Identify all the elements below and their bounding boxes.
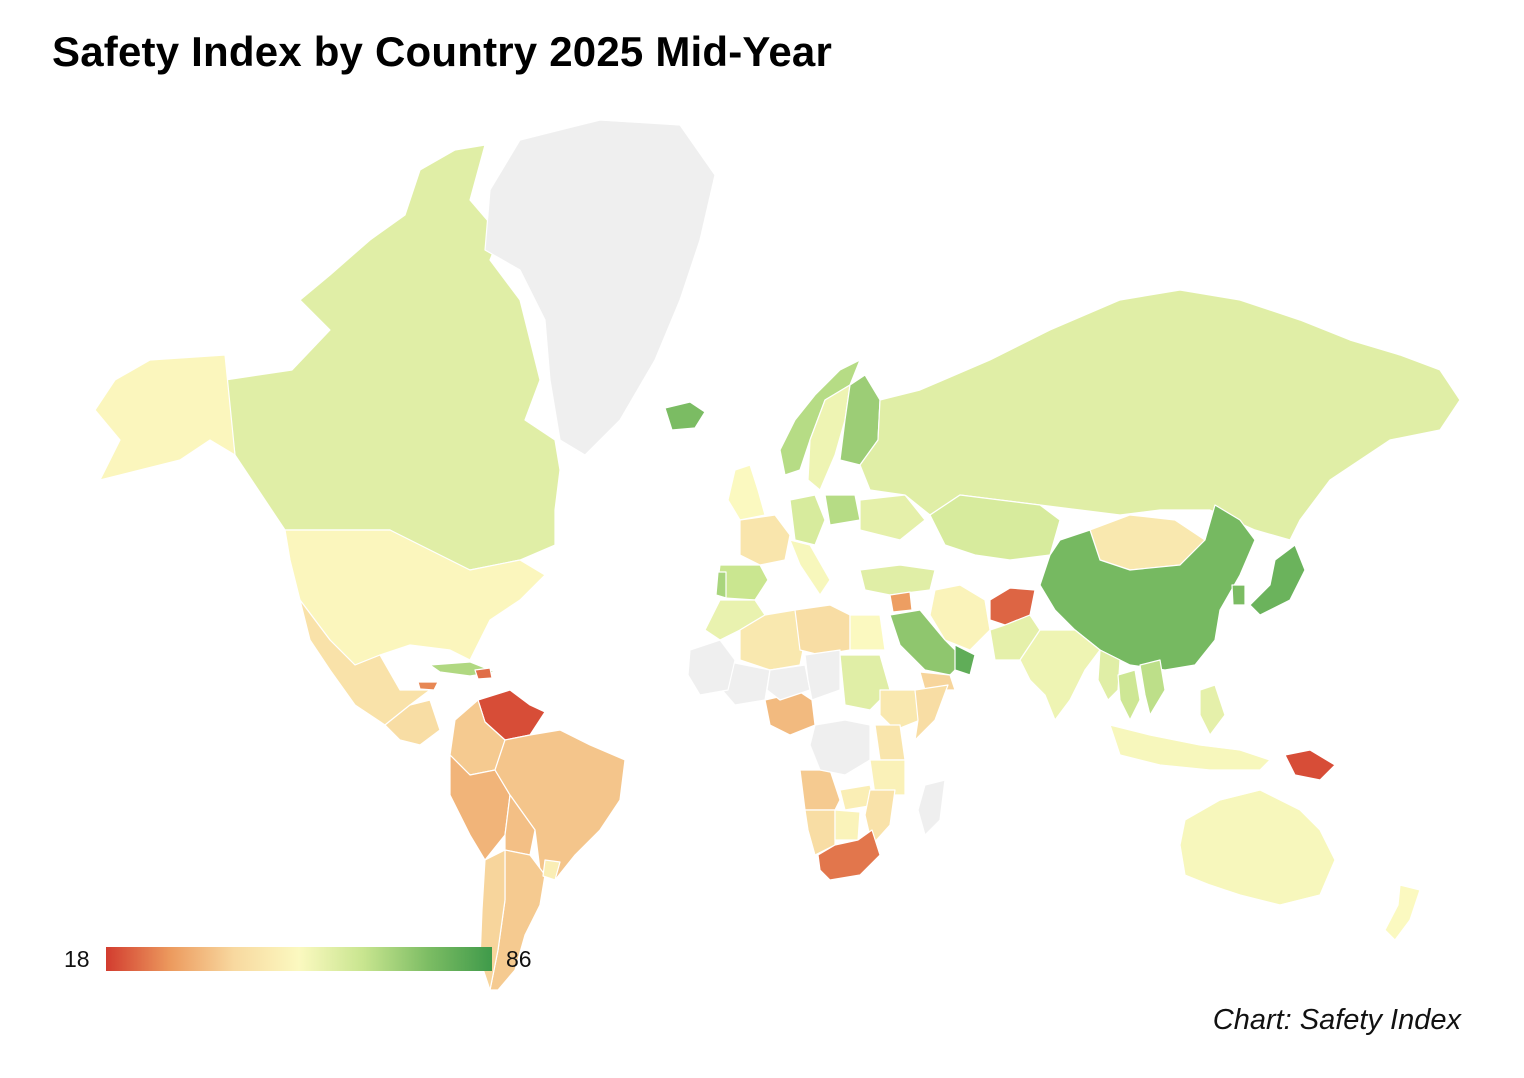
- country-united-kingdom[interactable]: [727, 464, 766, 521]
- country-germany[interactable]: [789, 494, 826, 546]
- country-new-zealand[interactable]: [1384, 884, 1421, 941]
- country-iceland[interactable]: [664, 401, 706, 431]
- country-indonesia[interactable]: [1109, 724, 1271, 771]
- country-turkey[interactable]: [859, 564, 936, 596]
- country-jamaica[interactable]: [417, 681, 439, 691]
- legend-max-label: 86: [506, 946, 532, 972]
- country-angola[interactable]: [799, 769, 841, 811]
- country-oman[interactable]: [954, 644, 976, 676]
- country-algeria[interactable]: [739, 609, 806, 671]
- country-papua-new-guinea[interactable]: [1284, 749, 1336, 781]
- country-sweden[interactable]: [807, 384, 851, 491]
- country-ukraine[interactable]: [859, 494, 926, 541]
- country-india[interactable]: [1019, 629, 1101, 721]
- country-layer: [94, 119, 1461, 991]
- country-vietnam[interactable]: [1139, 659, 1166, 716]
- country-ethiopia[interactable]: [879, 689, 921, 731]
- country-australia[interactable]: [1179, 789, 1336, 906]
- country-iran[interactable]: [929, 584, 991, 651]
- country-syria[interactable]: [889, 591, 913, 613]
- country-egypt[interactable]: [849, 614, 886, 651]
- country-tanzania[interactable]: [869, 759, 906, 796]
- country-france[interactable]: [739, 514, 791, 566]
- page-title: Safety Index by Country 2025 Mid-Year: [52, 28, 832, 75]
- legend-min-label: 18: [64, 946, 90, 972]
- country-nigeria[interactable]: [764, 691, 816, 736]
- country-kenya[interactable]: [874, 724, 906, 761]
- country-mauritania[interactable]: [687, 639, 736, 696]
- country-somalia[interactable]: [914, 684, 949, 741]
- country-poland[interactable]: [824, 494, 861, 526]
- country-guatemala[interactable]: [384, 699, 441, 746]
- country-south-africa[interactable]: [817, 829, 881, 881]
- source-credit: Chart: Safety Index: [1212, 1004, 1461, 1036]
- country-haiti[interactable]: [474, 667, 493, 680]
- country-thailand[interactable]: [1117, 669, 1141, 721]
- country-niger[interactable]: [766, 664, 811, 701]
- country-philippines[interactable]: [1199, 684, 1226, 736]
- country-china[interactable]: [1039, 504, 1256, 671]
- country-kazakhstan[interactable]: [929, 494, 1061, 561]
- country-madagascar[interactable]: [917, 779, 946, 836]
- country-greenland[interactable]: [484, 119, 716, 456]
- legend-color-scale: [106, 947, 492, 971]
- country-mexico[interactable]: [299, 599, 431, 726]
- country-libya[interactable]: [794, 604, 851, 656]
- country-japan[interactable]: [1249, 544, 1306, 616]
- country-italy[interactable]: [789, 539, 831, 596]
- country-portugal[interactable]: [715, 571, 727, 599]
- country-uruguay[interactable]: [542, 859, 561, 881]
- country-myanmar[interactable]: [1097, 649, 1121, 701]
- country-botswana[interactable]: [834, 809, 861, 841]
- country-alaska[interactable]: [94, 354, 236, 481]
- country-namibia[interactable]: [804, 809, 836, 856]
- country-dr-congo[interactable]: [809, 719, 871, 776]
- country-south-korea[interactable]: [1231, 584, 1246, 606]
- country-chad[interactable]: [804, 649, 841, 701]
